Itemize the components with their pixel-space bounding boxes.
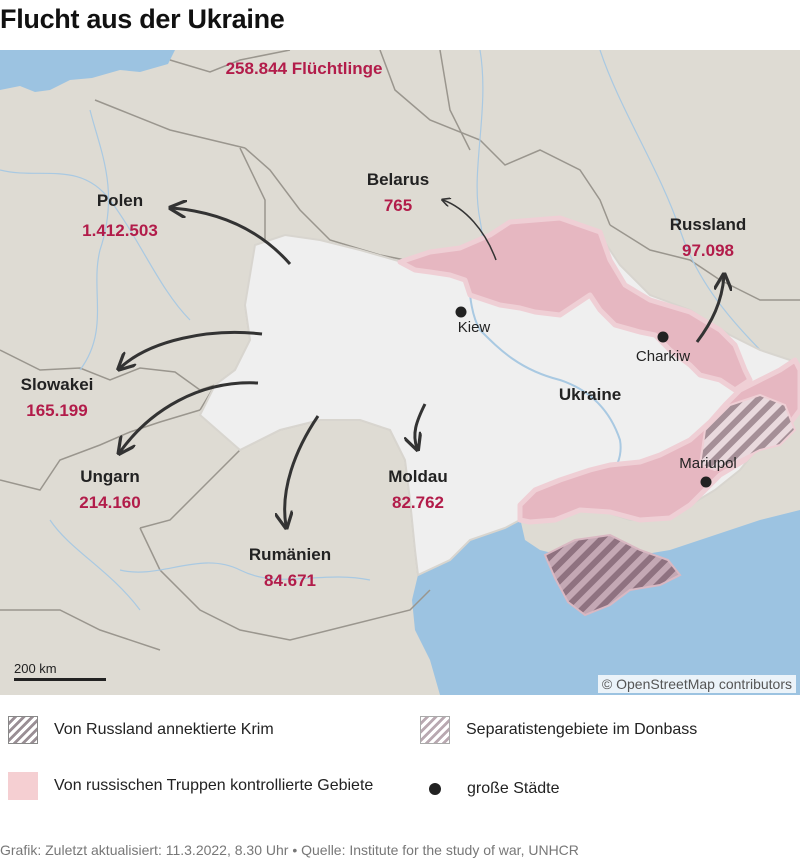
charkiw-label: Charkiw	[636, 348, 690, 365]
arrow-to-hungary	[120, 381, 259, 452]
legend-crimea-label: Von Russland annektierte Krim	[54, 721, 274, 738]
arrow-to-poland	[172, 208, 292, 265]
belarus-name: Belarus	[367, 170, 429, 189]
arrow-to-moldova	[415, 403, 427, 448]
romania-count: 84.671	[264, 571, 316, 590]
belarus-count: 765	[384, 196, 412, 215]
slovakia-name: Slowakei	[21, 375, 94, 394]
legend-crimea: Von Russland annektierte Krim	[8, 716, 274, 744]
kiew-label: Kiew	[458, 319, 491, 336]
refugee-arrows	[120, 208, 724, 526]
legend-cities-label: große Städte	[467, 780, 560, 797]
legend-occupied: Von russischen Truppen kontrollierte Geb…	[8, 772, 388, 800]
hungary-count: 214.160	[79, 493, 140, 512]
romania-name: Rumänien	[249, 545, 331, 564]
donbass-area	[698, 393, 797, 472]
scale-line	[14, 678, 106, 681]
refugee-map[interactable]: 258.844 Flüchtlinge Polen 1.412.503 Bela…	[0, 50, 800, 695]
legend-cities: große Städte	[420, 780, 560, 798]
source-footer: Grafik: Zuletzt aktualisiert: 11.3.2022,…	[0, 842, 579, 858]
hungary-name: Ungarn	[80, 467, 140, 486]
arrow-to-belarus	[443, 200, 497, 261]
charkiw-dot	[657, 331, 669, 343]
map-copyright[interactable]: © OpenStreetMap contributors	[597, 675, 796, 693]
moldova-count: 82.762	[392, 493, 444, 512]
arrow-to-romania	[285, 415, 320, 526]
crimea-swatch	[8, 716, 38, 744]
kiew-dot	[455, 306, 467, 318]
ukraine-name: Ukraine	[559, 385, 621, 404]
mariupol-dot	[700, 476, 712, 488]
city-dot-icon	[429, 783, 441, 795]
arrow-to-russia	[695, 276, 724, 343]
occupied-areas	[397, 215, 800, 525]
russia-name: Russland	[670, 215, 747, 234]
arrow-to-slovakia	[120, 331, 263, 368]
map-canvas: 258.844 Flüchtlinge Polen 1.412.503 Bela…	[0, 50, 800, 695]
poland-name: Polen	[97, 191, 143, 210]
page-title: Flucht aus der Ukraine	[0, 4, 285, 34]
legend-occupied-label: Von russischen Truppen kontrollierte Geb…	[54, 777, 374, 794]
crimea-area	[543, 533, 682, 617]
moldova-name: Moldau	[388, 467, 448, 486]
slovakia-count: 165.199	[26, 401, 87, 420]
poland-count: 1.412.503	[82, 221, 158, 240]
map-legend: Von Russland annektierte Krim Separatist…	[0, 700, 800, 820]
legend-donbass-label: Separatistengebiete im Donbass	[466, 721, 698, 738]
mariupol-label: Mariupol	[679, 455, 737, 472]
donbass-swatch	[420, 716, 450, 744]
scale-bar: 200 km	[14, 661, 106, 681]
legend-donbass: Separatistengebiete im Donbass	[420, 716, 697, 744]
top-count-label: 258.844 Flüchtlinge	[226, 59, 383, 78]
scale-label: 200 km	[14, 661, 57, 676]
russia-count: 97.098	[682, 241, 734, 260]
baltic-sea	[0, 50, 175, 92]
occupied-swatch	[8, 772, 38, 800]
